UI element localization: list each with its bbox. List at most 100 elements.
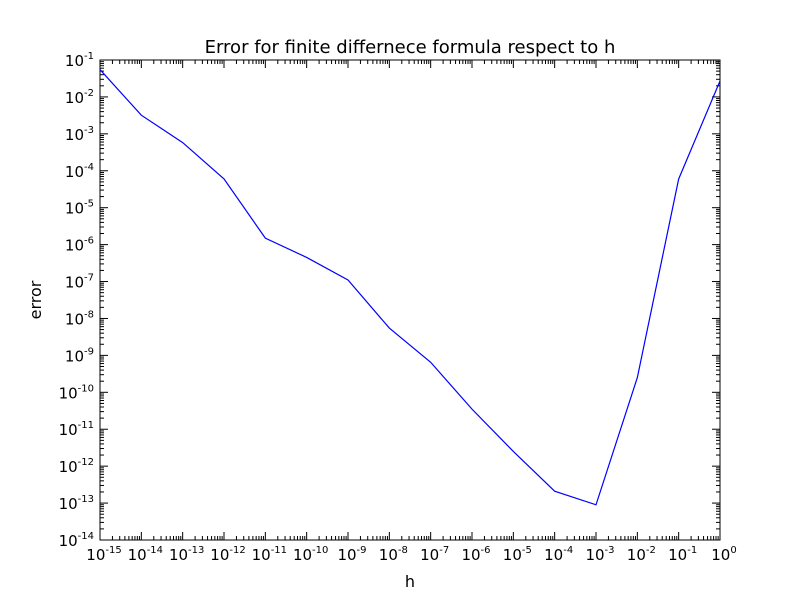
series-line [99,69,721,506]
x-tick-label-exp: -7 [439,545,449,556]
x-tick-label: 10-7 [420,545,449,564]
x-tick-label-base: 10 [503,546,522,564]
y-tick-label-base: 10 [65,274,84,292]
y-tick-label: 10-11 [59,420,94,439]
series-layer [99,69,721,506]
y-tick-label-exp: -4 [84,162,94,173]
y-tick-label-exp: -10 [78,383,94,394]
x-tick-label: 10-1 [668,545,697,564]
x-tick-label-base: 10 [337,546,356,564]
x-tick-label-exp: -11 [271,545,287,556]
y-tick-label-exp: -13 [78,494,94,505]
y-tick-label: 10-1 [65,51,94,70]
y-tick-label: 10-4 [65,162,94,181]
y-tick-label: 10-13 [59,494,94,513]
y-tick-label-exp: -5 [84,199,94,210]
y-tick-label-exp: -2 [84,88,94,99]
y-tick-label: 10-12 [59,457,94,476]
y-tick-label-base: 10 [65,163,84,181]
x-tick-label: 10-5 [503,545,532,564]
chart-title: Error for finite differnece formula resp… [205,37,616,58]
x-tick-label: 100 [711,545,736,564]
y-tick-label: 10-14 [59,531,94,550]
x-tick-label-base: 10 [668,546,687,564]
y-tick-label-base: 10 [65,200,84,218]
plot-area [99,59,721,541]
x-tick-label: 10-12 [210,545,245,564]
y-tick-label: 10-3 [65,125,94,144]
y-tick-label-base: 10 [65,347,84,365]
x-tick-label-base: 10 [293,546,312,564]
x-tick-label-exp: -10 [312,545,328,556]
y-tick-label-base: 10 [65,237,84,255]
x-tick-label-exp: -4 [563,545,573,556]
x-tick-label-exp: 0 [730,545,736,556]
x-tick-label: 10-10 [293,545,328,564]
y-tick-label-base: 10 [65,52,84,70]
y-tick-label-base: 10 [59,421,78,439]
x-tick-label-exp: -1 [687,545,697,556]
x-tick-label-base: 10 [128,546,147,564]
x-tick-label-base: 10 [169,546,188,564]
y-tick-label-exp: -1 [84,51,94,62]
y-tick-label-exp: -7 [84,273,94,284]
y-tick-label-base: 10 [59,532,78,550]
x-axis-title: h [405,572,415,591]
y-tick-label: 10-6 [65,236,94,255]
x-tick-label: 10-3 [585,545,614,564]
y-tick-label-base: 10 [65,126,84,144]
y-tick-label: 10-7 [65,273,94,292]
y-tick-label-exp: -6 [84,236,94,247]
x-tick-label-base: 10 [627,546,646,564]
y-tick-label: 10-10 [59,383,94,402]
x-tick-label-base: 10 [461,546,480,564]
y-tick-label-base: 10 [59,458,78,476]
x-axis: 10-15 10-14 10-13 10-12 10-11 10-10 10-9 10-8 10… [86,60,737,564]
x-tick-label: 10-13 [169,545,204,564]
x-tick-label-exp: -5 [522,545,532,556]
x-tick-label-exp: -8 [398,545,408,556]
y-tick-label-base: 10 [59,384,78,402]
y-tick-label-base: 10 [65,89,84,107]
y-axis-title: error [26,280,45,319]
x-tick-label-base: 10 [585,546,604,564]
x-tick-label-exp: -15 [105,545,121,556]
y-tick-label-base: 10 [65,310,84,328]
x-tick-label-exp: -13 [188,545,204,556]
x-tick-label-base: 10 [379,546,398,564]
x-tick-label: 10-15 [86,545,121,564]
y-tick-label: 10-5 [65,199,94,218]
x-tick-label: 10-9 [337,545,366,564]
y-axis: 10-1410-1310-1210-1110-1010-910-810-710-… [59,51,720,550]
y-tick-label-exp: -8 [84,309,94,320]
x-tick-label-base: 10 [252,546,271,564]
y-tick-label-exp: -11 [78,420,94,431]
x-tick-label: 10-11 [252,545,287,564]
x-tick-label-exp: -2 [646,545,656,556]
x-tick-label-exp: -12 [229,545,245,556]
x-tick-label: 10-2 [627,545,656,564]
x-tick-label: 10-8 [379,545,408,564]
x-tick-label: 10-4 [544,545,573,564]
y-tick-label-exp: -14 [78,531,94,542]
y-tick-label-exp: -12 [78,457,94,468]
x-tick-label-exp: -3 [605,545,615,556]
x-tick-label-exp: -9 [357,545,367,556]
x-tick-label: 10-6 [461,545,490,564]
x-tick-label-base: 10 [544,546,563,564]
y-tick-label-exp: -3 [84,125,94,136]
x-tick-label-base: 10 [420,546,439,564]
plot-frame [99,59,721,541]
x-tick-label-base: 10 [86,546,105,564]
y-tick-label: 10-8 [65,309,94,328]
y-tick-label: 10-9 [65,346,94,365]
y-tick-label-exp: -9 [84,346,94,357]
y-tick-label: 10-2 [65,88,94,107]
x-tick-label: 10-14 [128,545,163,564]
x-tick-label-exp: -14 [147,545,163,556]
x-tick-label-base: 10 [711,546,730,564]
x-tick-label-exp: -6 [481,545,491,556]
x-tick-label-base: 10 [210,546,229,564]
y-tick-label-base: 10 [59,495,78,513]
